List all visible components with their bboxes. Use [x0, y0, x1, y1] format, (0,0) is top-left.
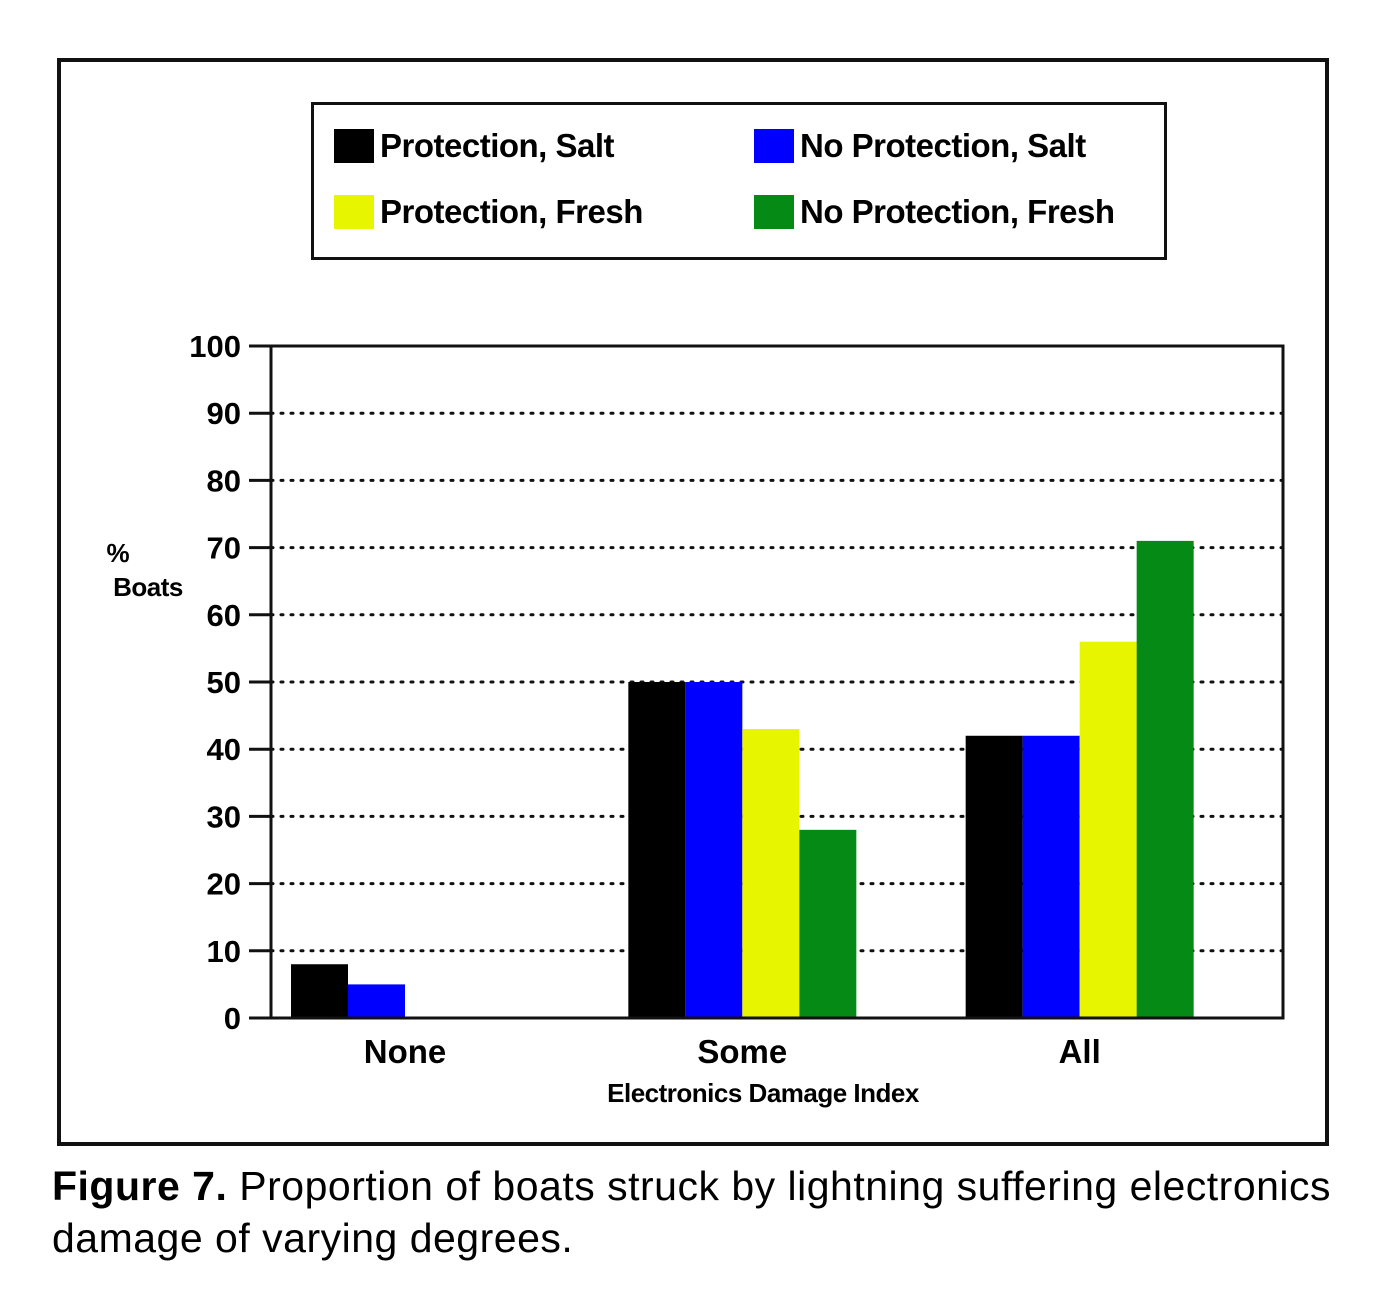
y-tick-label: 0: [224, 1001, 241, 1036]
bar: [628, 682, 686, 1018]
legend-swatch-no-protection-fresh: [754, 195, 794, 229]
legend-label-no-protection-salt: No Protection, Salt: [800, 127, 1086, 164]
y-tick-label: 90: [207, 396, 241, 431]
bar: [742, 729, 800, 1018]
bar: [1022, 735, 1080, 1018]
x-tick-label: All: [1059, 1033, 1101, 1070]
figure-caption-text: Proportion of boats struck by lightning …: [52, 1163, 1332, 1261]
legend-swatch-no-protection-salt: [754, 129, 794, 163]
y-axis-label-boats: Boats: [113, 572, 183, 602]
bar: [348, 984, 405, 1018]
figure-caption: Figure 7. Proportion of boats struck by …: [52, 1160, 1342, 1264]
y-tick-label: 100: [189, 329, 241, 364]
y-axis-label-percent: %: [106, 538, 129, 568]
x-tick-label: Some: [697, 1033, 787, 1070]
x-axis: None Some All: [364, 1033, 1101, 1070]
legend-label-protection-salt: Protection, Salt: [380, 127, 615, 164]
bar: [1079, 641, 1137, 1018]
legend-item-no-protection-salt: No Protection, Salt: [754, 127, 1086, 165]
bar: [1136, 540, 1194, 1018]
figure-frame: [57, 58, 1329, 1146]
legend-label-protection-fresh: Protection, Fresh: [380, 193, 643, 230]
y-tick-label: 30: [207, 799, 241, 834]
legend-item-protection-fresh: Protection, Fresh: [334, 193, 643, 231]
legend-swatch-protection-fresh: [334, 195, 374, 229]
bar: [291, 964, 348, 1018]
y-axis: 0 10 20 30 40 50 60 70 80 90 100: [189, 329, 271, 1036]
x-axis-label: Electronics Damage Index: [607, 1078, 920, 1108]
y-tick-label: 50: [207, 665, 241, 700]
legend-swatch-protection-salt: [334, 129, 374, 163]
y-tick-label: 40: [207, 732, 241, 767]
bars: [291, 540, 1194, 1018]
y-tick-label: 60: [207, 598, 241, 633]
bar: [685, 682, 743, 1018]
legend-item-protection-salt: Protection, Salt: [334, 127, 615, 165]
y-tick-label: 10: [207, 934, 241, 969]
bar: [965, 735, 1023, 1018]
y-tick-label: 20: [207, 867, 241, 902]
x-tick-label: None: [364, 1033, 447, 1070]
legend-label-no-protection-fresh: No Protection, Fresh: [800, 193, 1115, 230]
bar: [799, 829, 857, 1018]
figure-label: Figure 7.: [52, 1163, 228, 1209]
chart-legend: Protection, Salt No Protection, Salt Pro…: [311, 102, 1167, 260]
y-tick-label: 80: [207, 463, 241, 498]
legend-item-no-protection-fresh: No Protection, Fresh: [754, 193, 1115, 231]
y-tick-label: 70: [207, 531, 241, 566]
